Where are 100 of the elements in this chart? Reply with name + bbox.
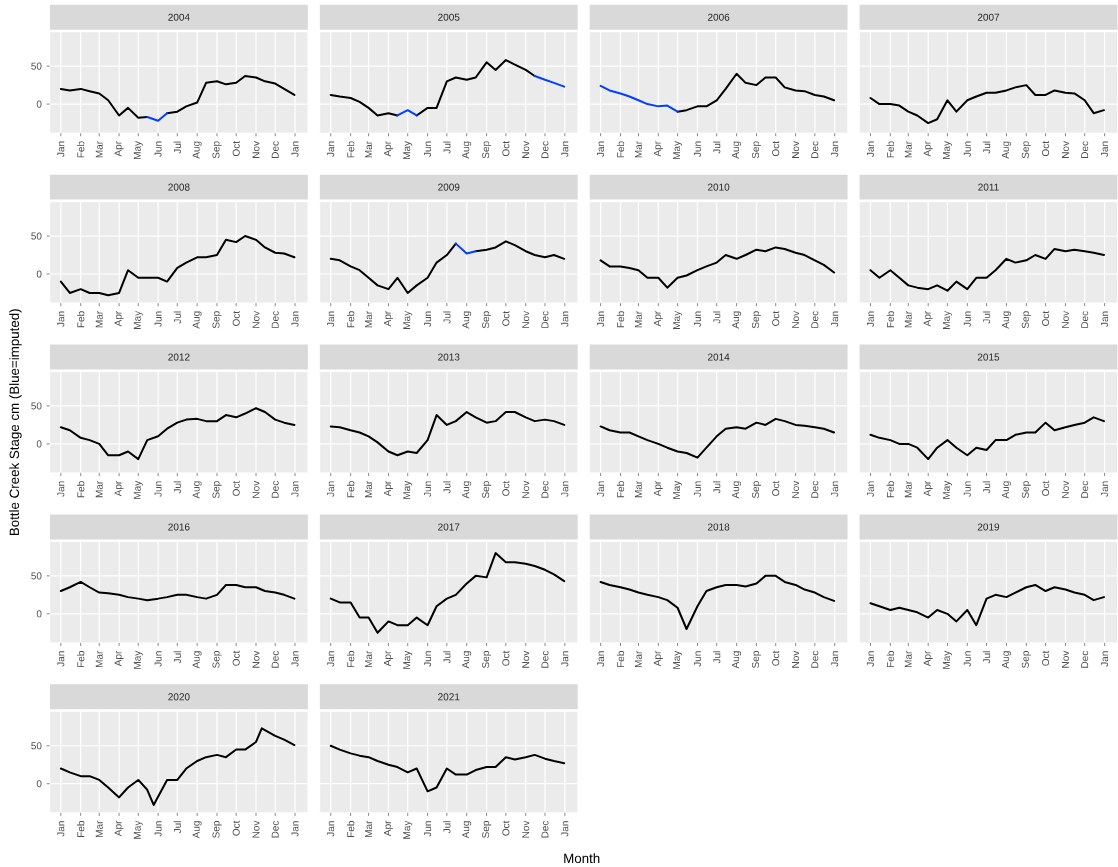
x-tick-label: Mar xyxy=(904,310,912,328)
x-tick-label: May xyxy=(942,140,952,159)
x-tick-label: Dec xyxy=(541,650,549,668)
x-tick-label: Oct xyxy=(772,650,780,666)
x-tick-label: Sep xyxy=(212,820,222,838)
y-tick-label: 50 xyxy=(31,402,42,410)
chart-title: 2013 xyxy=(438,353,460,361)
x-tick-label: Sep xyxy=(212,650,222,668)
x-tick-label: Jan xyxy=(561,311,569,327)
x-tick-label: Jun xyxy=(154,821,162,837)
chart-title: 2019 xyxy=(977,523,1000,531)
x-tick-label: Jul xyxy=(713,651,721,664)
chart-title: 2016 xyxy=(168,523,190,531)
x-tick-label: Jan xyxy=(291,651,299,667)
x-tick-label: Mar xyxy=(634,140,642,158)
x-tick-label: Jun xyxy=(424,821,432,837)
y-tick-label: 50 xyxy=(31,572,42,580)
x-tick-label: Apr xyxy=(653,650,663,666)
x-tick-label: Aug xyxy=(462,141,472,159)
chart-title: 2020 xyxy=(168,693,190,701)
x-tick-label: Sep xyxy=(751,141,761,159)
x-tick-label: Jan xyxy=(597,141,605,157)
x-tick-label: Jul xyxy=(173,821,181,833)
x-tick-label: Dec xyxy=(541,141,549,158)
y-tick-label: 0 xyxy=(36,440,42,448)
x-tick-label: May xyxy=(673,310,683,329)
chart-title: 2006 xyxy=(708,13,730,21)
x-tick-label: Apr xyxy=(653,480,663,497)
x-tick-label: Feb xyxy=(346,820,355,837)
x-tick-label: Jan xyxy=(831,651,839,667)
x-tick-label: Oct xyxy=(502,820,510,836)
x-tick-label: Jan xyxy=(327,821,335,837)
x-tick-label: Dec xyxy=(811,650,819,668)
x-tick-label: Jan xyxy=(291,821,299,837)
y-tick-label: 0 xyxy=(36,270,42,278)
x-tick-label: Sep xyxy=(482,311,492,328)
x-tick-label: Apr xyxy=(384,480,393,497)
x-tick-label: Aug xyxy=(1001,651,1011,669)
x-tick-label: Aug xyxy=(462,651,472,669)
x-tick-label: Dec xyxy=(1081,141,1089,158)
x-tick-label: Jul xyxy=(173,481,181,494)
x-tick-label: Mar xyxy=(95,650,103,667)
x-tick-label: Aug xyxy=(462,821,472,839)
x-tick-label: Jan xyxy=(866,311,874,327)
x-tick-label: Sep xyxy=(751,480,761,498)
x-tick-label: Jan xyxy=(327,311,335,327)
x-tick-label: Apr xyxy=(923,480,933,497)
y-tick-label: 50 xyxy=(31,232,42,240)
y-tick-label: 0 xyxy=(36,610,42,618)
x-tick-label: Jan xyxy=(291,311,299,327)
x-tick-label: Aug xyxy=(192,651,202,669)
x-tick-label: Oct xyxy=(232,310,240,326)
x-tick-label: Jun xyxy=(154,651,162,667)
x-tick-label: Feb xyxy=(616,141,625,158)
chart-title: 2004 xyxy=(168,13,190,21)
chart-title: 2009 xyxy=(438,183,460,191)
x-tick-label: May xyxy=(942,480,952,499)
x-tick-label: May xyxy=(133,310,143,329)
x-tick-label: May xyxy=(673,650,683,669)
x-tick-label: Feb xyxy=(77,141,85,158)
x-tick-label: Feb xyxy=(886,311,895,328)
x-tick-label: Sep xyxy=(1021,141,1031,159)
x-tick-label: Jan xyxy=(866,651,874,667)
x-tick-label: Aug xyxy=(1001,481,1011,499)
x-tick-label: Jun xyxy=(963,481,971,497)
x-tick-label: Jan xyxy=(866,481,874,497)
x-tick-label: Jul xyxy=(982,141,991,154)
chart-title: 2008 xyxy=(168,183,190,191)
x-tick-label: Jan xyxy=(831,141,839,157)
x-tick-label: Sep xyxy=(751,650,761,668)
x-tick-label: Sep xyxy=(1021,311,1031,328)
x-tick-label: Jun xyxy=(693,481,701,497)
x-tick-label: Feb xyxy=(346,311,355,328)
chart-title: 2011 xyxy=(978,183,999,191)
x-tick-label: Dec xyxy=(811,310,819,328)
x-tick-label: May xyxy=(133,820,143,839)
x-tick-label: Jul xyxy=(713,141,721,154)
x-tick-label: Dec xyxy=(271,480,279,498)
x-tick-label: Aug xyxy=(1001,311,1011,329)
x-tick-label: Oct xyxy=(772,310,780,326)
chart-title: 2005 xyxy=(438,13,460,21)
x-tick-label: Mar xyxy=(365,140,373,158)
x-tick-label: Jan xyxy=(597,651,605,667)
x-tick-label: Jun xyxy=(963,141,971,157)
x-tick-label: Jul xyxy=(443,141,451,154)
chart-title: 2014 xyxy=(708,353,730,361)
x-tick-label: Apr xyxy=(384,310,393,327)
x-tick-label: Feb xyxy=(77,650,85,667)
chart-title: 2015 xyxy=(977,353,1000,361)
x-tick-label: Oct xyxy=(1042,650,1050,666)
y-tick-label: 50 xyxy=(31,742,42,750)
x-tick-label: Dec xyxy=(541,480,549,498)
x-tick-label: Feb xyxy=(886,480,895,497)
x-tick-label: Mar xyxy=(365,310,373,328)
x-tick-label: Dec xyxy=(1081,480,1089,498)
x-tick-label: Jul xyxy=(173,651,181,664)
x-tick-label: Jul xyxy=(443,651,451,664)
x-tick-label: Jan xyxy=(1101,481,1109,497)
x-tick-label: Aug xyxy=(192,821,202,839)
x-tick-label: Nov xyxy=(522,480,530,498)
